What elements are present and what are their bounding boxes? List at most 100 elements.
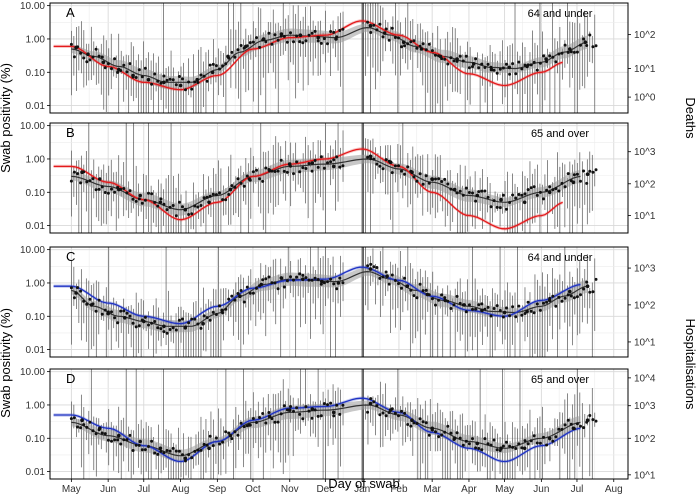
observation-point bbox=[242, 184, 246, 188]
observation-point bbox=[261, 412, 265, 415]
right-tick-label: 10^2 bbox=[634, 179, 656, 190]
observation-point bbox=[560, 299, 564, 303]
observation-point bbox=[134, 443, 138, 447]
observation-point bbox=[307, 409, 311, 413]
observation-point bbox=[162, 80, 166, 85]
observation-point bbox=[517, 304, 521, 308]
observation-point bbox=[158, 200, 163, 205]
observation-point bbox=[255, 286, 258, 290]
observation-point bbox=[100, 185, 104, 189]
observation-point bbox=[168, 77, 172, 81]
observation-point bbox=[449, 187, 453, 191]
observation-point bbox=[520, 67, 524, 71]
observation-point bbox=[585, 44, 589, 47]
observation-point bbox=[545, 443, 549, 447]
observation-point bbox=[514, 447, 518, 450]
observation-point bbox=[100, 431, 104, 435]
observation-point bbox=[122, 63, 126, 67]
observation-point bbox=[159, 327, 163, 331]
observation-point bbox=[116, 70, 120, 74]
observation-point bbox=[486, 62, 490, 66]
observation-points bbox=[69, 397, 598, 463]
observation-point bbox=[239, 44, 243, 47]
observation-point bbox=[199, 73, 203, 77]
observation-point bbox=[501, 315, 505, 319]
observation-point bbox=[471, 191, 474, 195]
observation-point bbox=[461, 443, 465, 447]
observation-point bbox=[298, 40, 302, 44]
x-tick-label: Jul bbox=[137, 484, 150, 495]
observation-point bbox=[548, 185, 552, 189]
observation-point bbox=[258, 177, 262, 181]
observation-point bbox=[156, 204, 160, 208]
observation-point bbox=[331, 164, 336, 169]
observation-point bbox=[208, 194, 212, 198]
observation-point bbox=[387, 282, 391, 286]
observation-point bbox=[113, 316, 117, 320]
observation-point bbox=[551, 188, 555, 192]
observation-point bbox=[98, 177, 102, 181]
observation-point bbox=[529, 309, 533, 313]
observation-point bbox=[443, 430, 447, 434]
observation-point bbox=[480, 62, 484, 66]
observation-point bbox=[443, 57, 447, 61]
x-tick-label: Apr bbox=[461, 484, 477, 495]
observation-point bbox=[464, 310, 468, 314]
observation-point bbox=[208, 434, 212, 438]
fit-confidence-band bbox=[71, 400, 581, 462]
observation-point bbox=[532, 311, 536, 315]
observation-point bbox=[193, 80, 197, 84]
observation-point bbox=[224, 198, 228, 202]
observation-point bbox=[332, 30, 336, 34]
observation-point bbox=[226, 54, 230, 59]
observation-point bbox=[162, 324, 166, 329]
observation-point bbox=[514, 72, 518, 76]
observation-point bbox=[116, 438, 120, 442]
observation-point bbox=[159, 81, 163, 85]
observation-point bbox=[79, 426, 83, 430]
observation-point bbox=[72, 296, 76, 300]
observation-point bbox=[381, 167, 385, 171]
observation-point bbox=[233, 430, 237, 434]
observation-point bbox=[424, 421, 428, 425]
observation-point bbox=[514, 315, 518, 319]
observation-point bbox=[446, 424, 450, 428]
observation-point bbox=[415, 422, 419, 425]
observation-point bbox=[251, 291, 255, 295]
observation-point bbox=[76, 172, 79, 176]
observation-point bbox=[310, 416, 314, 420]
observation-point bbox=[505, 62, 508, 66]
observation-point bbox=[298, 412, 302, 416]
observation-point bbox=[591, 45, 595, 49]
observation-point bbox=[560, 51, 564, 55]
observation-point bbox=[579, 293, 582, 297]
observation-point bbox=[368, 401, 373, 406]
observation-point bbox=[131, 321, 135, 325]
observation-point bbox=[378, 276, 382, 280]
observation-point bbox=[248, 41, 252, 45]
observation-point bbox=[568, 289, 572, 294]
observation-point bbox=[452, 187, 457, 192]
observation-point bbox=[410, 418, 414, 423]
observation-point bbox=[134, 76, 138, 79]
observation-point bbox=[131, 449, 135, 452]
observation-point bbox=[79, 181, 83, 185]
observation-point bbox=[489, 67, 494, 72]
observation-point bbox=[430, 177, 435, 181]
observation-point bbox=[483, 189, 487, 193]
observation-point bbox=[335, 403, 339, 407]
observation-point bbox=[384, 270, 388, 274]
observation-point bbox=[103, 308, 107, 312]
observation-point bbox=[165, 208, 169, 212]
observation-point bbox=[316, 414, 320, 418]
observation-point bbox=[320, 279, 324, 284]
observation-point bbox=[313, 276, 317, 280]
observation-point bbox=[205, 195, 209, 199]
observation-point bbox=[236, 292, 240, 295]
observation-point bbox=[158, 446, 163, 451]
observation-point bbox=[335, 155, 339, 159]
observation-point bbox=[571, 426, 576, 431]
observation-point bbox=[230, 184, 234, 188]
observation-point bbox=[464, 54, 468, 58]
